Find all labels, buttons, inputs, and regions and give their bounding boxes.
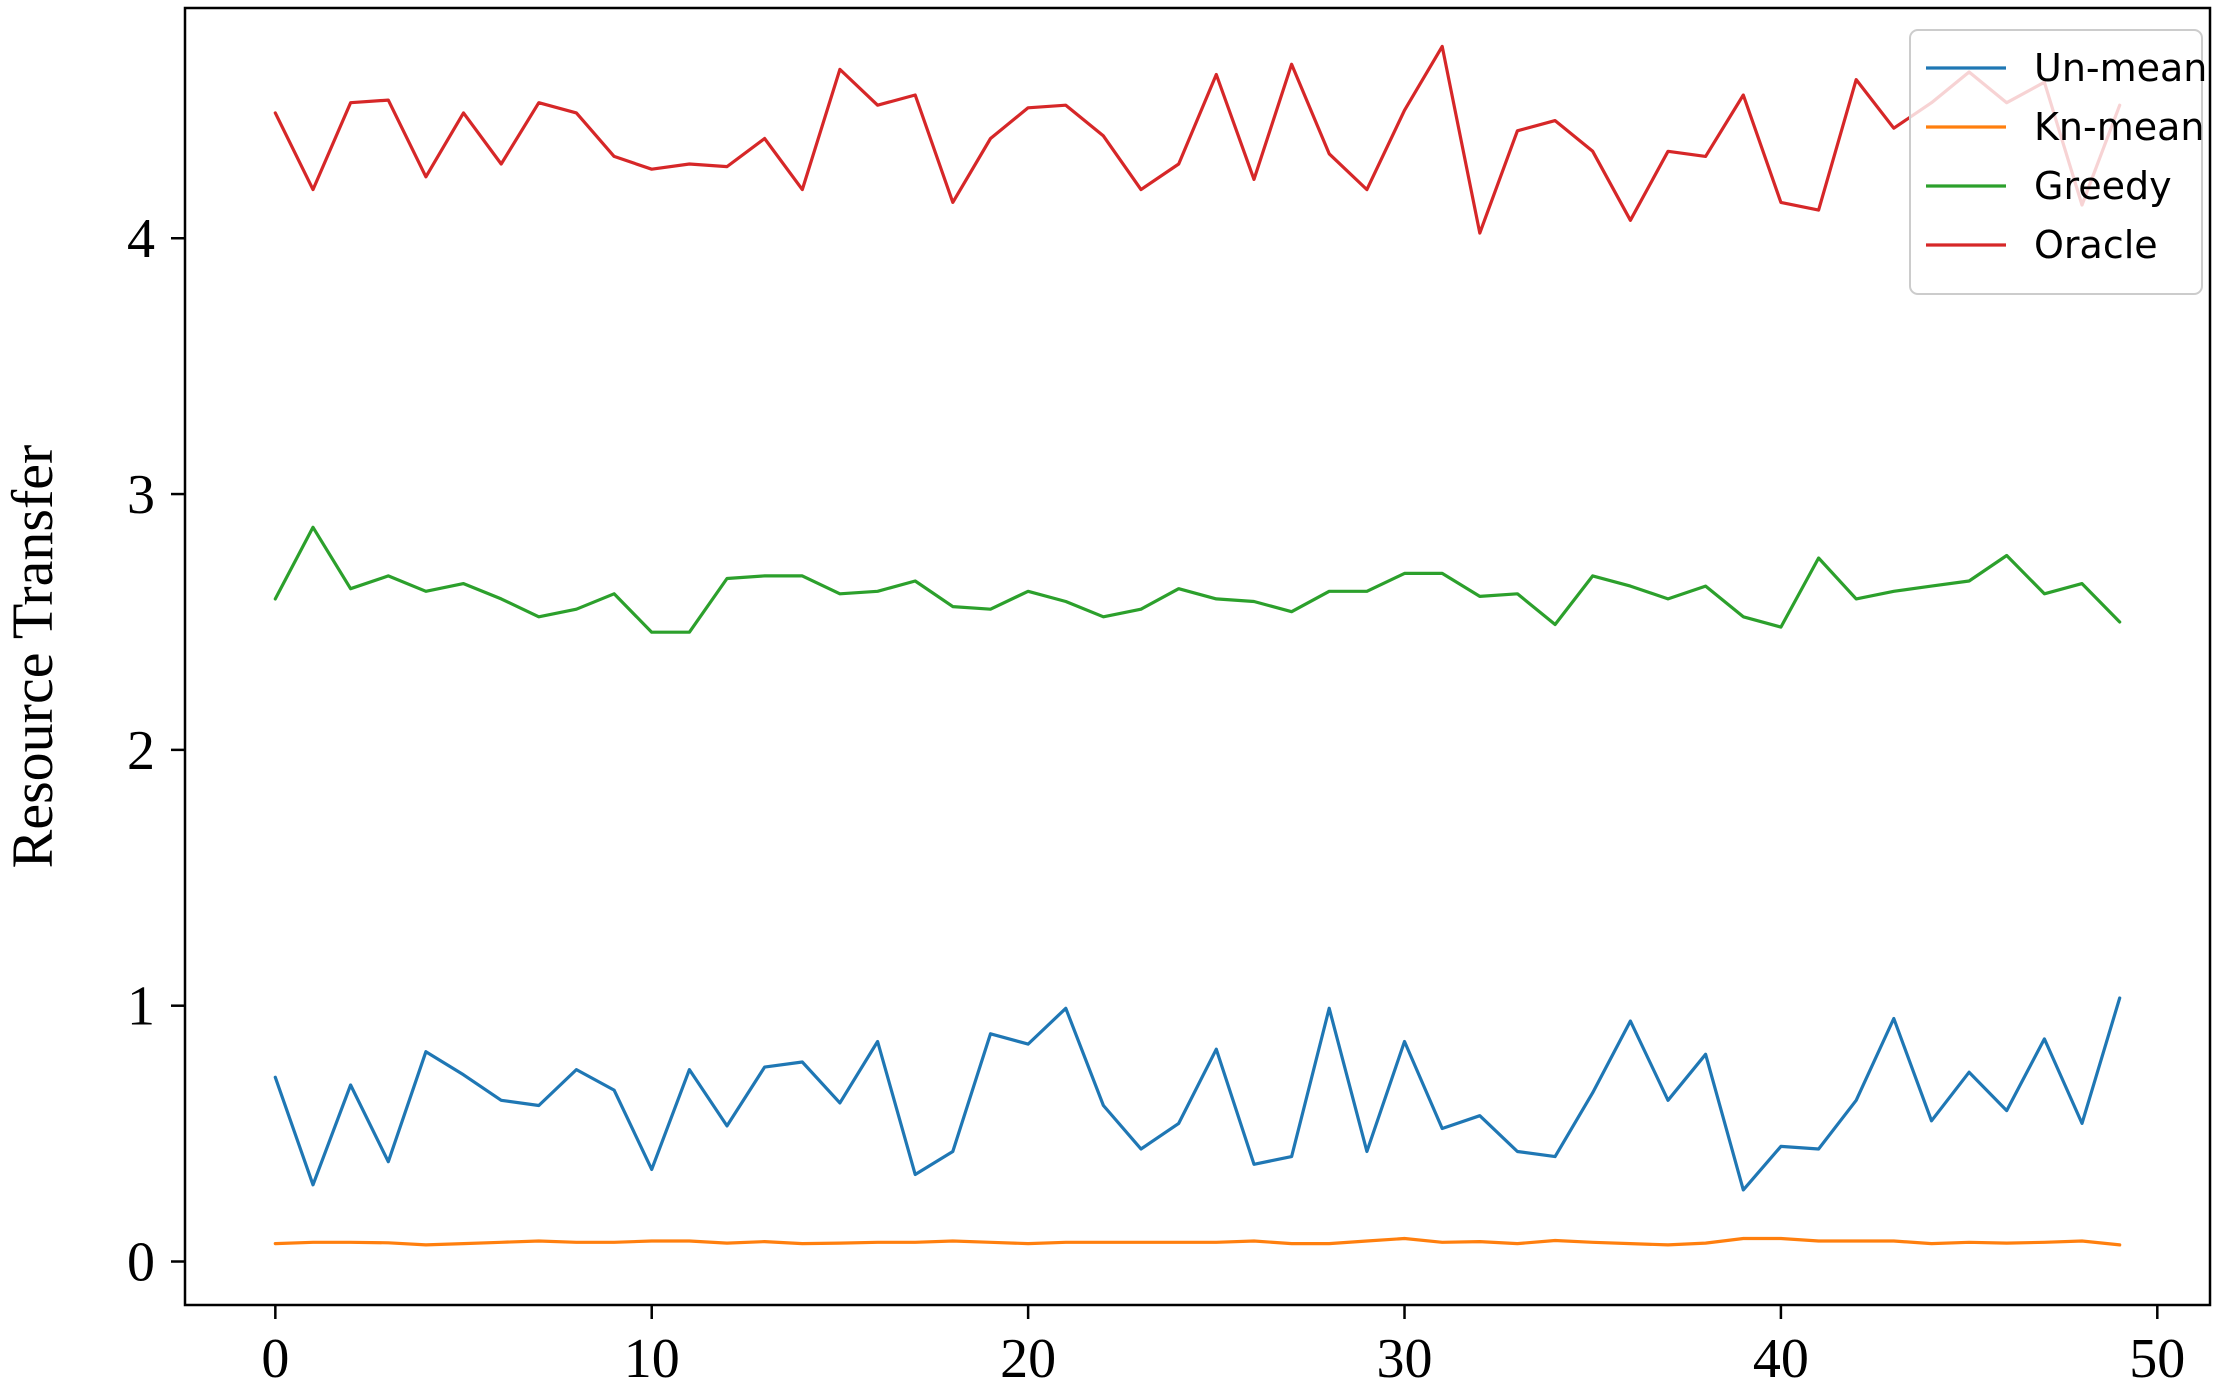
series-lines xyxy=(273,44,2122,1247)
y-tick-label: 0 xyxy=(127,1232,155,1294)
series-line-kn-mean xyxy=(273,1236,2122,1247)
legend-label: Kn-mean xyxy=(2034,105,2204,149)
x-tick-label: 50 xyxy=(2129,1328,2185,1387)
legend-label: Greedy xyxy=(2034,164,2172,208)
x-tick-label: 0 xyxy=(261,1328,289,1387)
x-tick-label: 10 xyxy=(624,1328,680,1387)
y-axis-label: Resource Transfer xyxy=(0,445,65,869)
axes: 0 10 20 30 40 50 0 1 2 3 4 xyxy=(127,208,2185,1390)
legend-label: Oracle xyxy=(2034,223,2158,267)
x-tick-label: 40 xyxy=(1753,1328,1809,1387)
legend: Un-mean Kn-mean Greedy Oracle xyxy=(1909,29,2207,295)
y-tick-label: 4 xyxy=(127,208,155,270)
series-line-greedy xyxy=(273,525,2122,634)
y-tick-label: 3 xyxy=(127,464,155,526)
legend-label: Un-mean xyxy=(2034,46,2207,90)
series-line-oracle xyxy=(273,44,2122,235)
plot-frame xyxy=(183,6,2212,1307)
y-tick-label: 2 xyxy=(127,720,155,782)
legend-box xyxy=(1909,29,2203,295)
x-tick-label: 30 xyxy=(1377,1328,1433,1387)
series-line-un-mean xyxy=(273,996,2122,1192)
y-tick-label: 1 xyxy=(127,976,155,1038)
x-tick-label: 20 xyxy=(1000,1328,1056,1387)
